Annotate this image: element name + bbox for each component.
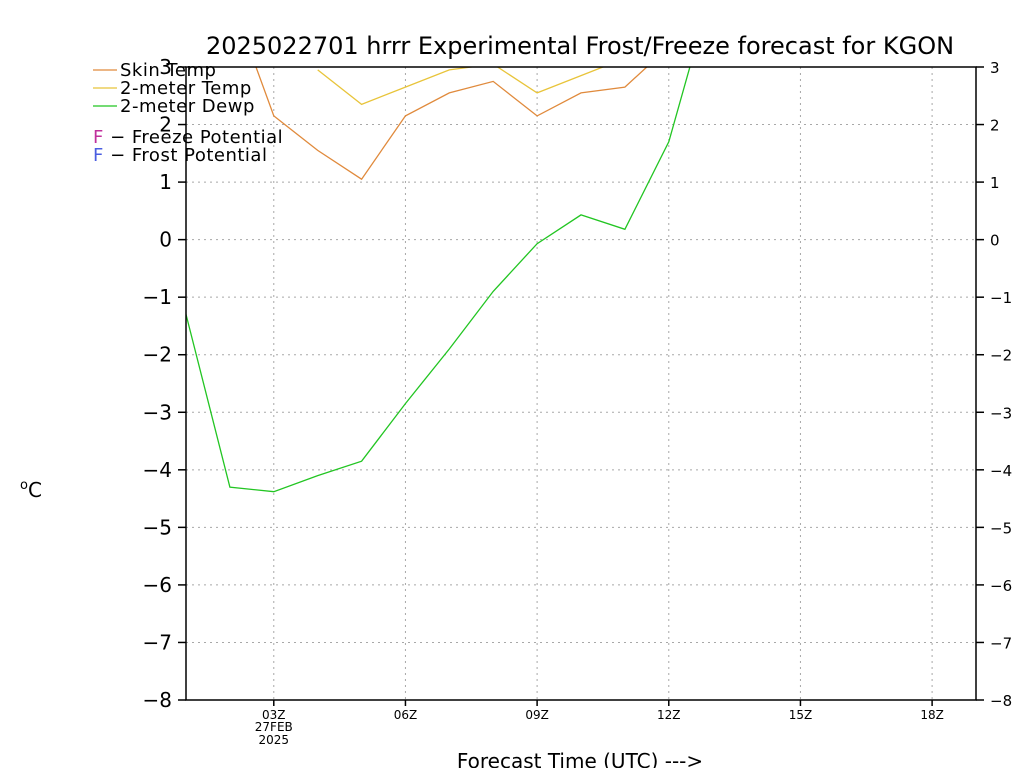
y-tick-label-right: −6	[990, 577, 1012, 595]
y-tick-label-right: 2	[990, 117, 1000, 135]
x-tick-label: 12Z	[657, 708, 681, 722]
y-tick-label-right: −2	[990, 347, 1012, 365]
y-tick-label-left: −4	[143, 458, 172, 482]
annotation-letter: F	[93, 145, 104, 166]
x-axis-label: Forecast Time (UTC) --->	[457, 749, 703, 768]
y-axis-label: oC	[20, 478, 42, 502]
y-tick-label-right: −1	[990, 289, 1012, 307]
y-tick-label-right: 1	[990, 174, 1000, 192]
series-line-2-meter-temp	[317, 67, 606, 106]
x-tick-date: 27FEB	[255, 720, 293, 734]
x-tick-year: 2025	[259, 733, 290, 747]
y-tick-label-right: −4	[990, 462, 1012, 480]
gridlines	[186, 67, 976, 700]
y-tick-label-left: −7	[143, 630, 172, 654]
annotation-text: − Frost Potential	[104, 145, 268, 166]
y-tick-label-left: 2	[159, 113, 172, 137]
y-tick-label-right: −7	[990, 634, 1012, 652]
y-tick-label-right: −5	[990, 519, 1012, 537]
series-line-2-meter-dewp	[186, 67, 691, 493]
y-tick-label-left: 0	[159, 228, 172, 252]
y-tick-label-left: −6	[143, 573, 172, 597]
x-tick-label: 09Z	[525, 708, 549, 722]
y-tick-label-left: 3	[159, 55, 172, 79]
y-tick-label-left: −2	[143, 343, 172, 367]
plot-frame	[185, 66, 977, 701]
y-tick-label-left: −1	[143, 285, 172, 309]
annotation-letter: F	[93, 127, 104, 148]
legend-label-2-meter-dewp: 2-meter Dewp	[120, 96, 255, 117]
y-tick-label-left: 1	[159, 170, 172, 194]
y-tick-label-left: −5	[143, 515, 172, 539]
y-tick-label-right: 0	[990, 232, 1000, 250]
y-tick-label-right: −3	[990, 404, 1012, 422]
freeze-potential-note: F − Freeze Potential	[93, 127, 283, 148]
series-lines	[186, 67, 691, 493]
x-tick-label: 03Z	[262, 708, 286, 722]
y-axis-label-unit: C	[28, 478, 42, 502]
frost-potential-note: F − Frost Potential	[93, 145, 267, 166]
y-axis-label-degree: o	[20, 478, 28, 493]
y-tick-label-left: −3	[143, 400, 172, 424]
y-axis-ticks: −8 −8 −7 −7 −6 −6 −5 −5 −4 −4 −3 −3 −2 −2 −1 −1 0 0 1 1 2 2 3 3	[143, 55, 1013, 712]
legend-label-skin-temp: Skin Temp	[120, 60, 216, 81]
series-line-skin-temp	[255, 67, 648, 181]
x-tick-label: 18Z	[920, 708, 944, 722]
legend-label-2-meter-temp: 2-meter Temp	[120, 78, 252, 99]
chart-title: 2025022701 hrrr Experimental Frost/Freez…	[206, 32, 954, 60]
y-tick-label-left: −8	[143, 688, 172, 712]
annotation-text: − Freeze Potential	[104, 127, 283, 148]
y-tick-label-right: −8	[990, 692, 1012, 710]
x-tick-label: 06Z	[394, 708, 418, 722]
y-tick-label-right: 3	[990, 59, 1000, 77]
x-tick-label: 15Z	[789, 708, 813, 722]
